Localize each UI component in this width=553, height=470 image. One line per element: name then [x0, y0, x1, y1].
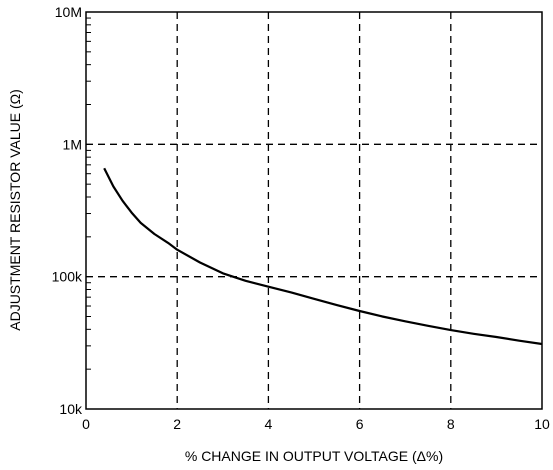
y-tick-label: 1M	[63, 136, 82, 152]
y-tick-label: 100k	[52, 269, 83, 285]
x-axis-title: % CHANGE IN OUTPUT VOLTAGE (Δ%)	[185, 448, 443, 464]
y-tick-label: 10M	[55, 4, 82, 20]
x-tick-label: 4	[265, 416, 273, 432]
x-tick-label: 2	[173, 416, 181, 432]
grid-lines	[86, 12, 542, 409]
minor-ticks	[86, 17, 91, 370]
series-line	[103, 167, 543, 346]
plot-frame	[85, 11, 543, 410]
plot-area	[86, 12, 542, 409]
x-tick-label: 8	[447, 416, 455, 432]
x-tick-label: 0	[82, 416, 90, 432]
series-group	[103, 167, 543, 346]
x-tick-labels: 0 2 4 6 8 10	[82, 416, 550, 432]
x-tick-label: 10	[534, 416, 550, 432]
y-axis-title: ADJUSTMENT RESISTOR VALUE (Ω)	[7, 89, 23, 331]
y-tick-labels: 10k 100k 1M 10M	[52, 4, 83, 417]
x-tick-label: 6	[356, 416, 364, 432]
y-tick-label: 10k	[59, 401, 83, 417]
